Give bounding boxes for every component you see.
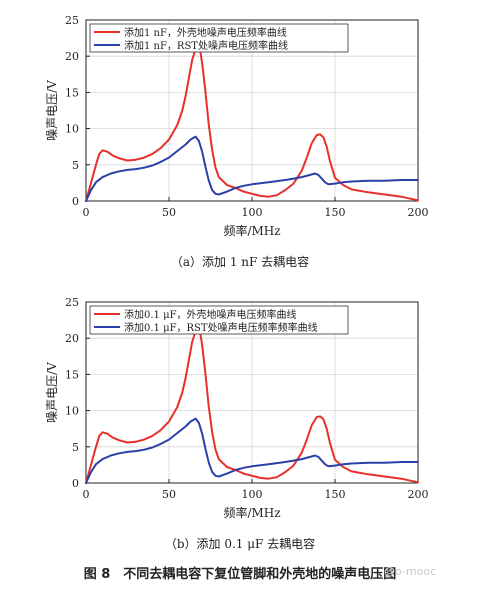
x-tick-label: 50 bbox=[162, 206, 176, 219]
y-tick-label: 10 bbox=[65, 405, 79, 418]
figure-caption: 图 8 不同去耦电容下复位管脚和外壳地的噪声电压图 bbox=[83, 567, 397, 582]
x-axis-label: 频率/MHz bbox=[223, 505, 280, 520]
y-tick-label: 5 bbox=[72, 441, 79, 454]
y-tick-label: 0 bbox=[72, 477, 79, 490]
y-tick-label: 5 bbox=[72, 159, 79, 172]
y-axis-label: 噪声电压/V bbox=[45, 362, 59, 423]
y-tick-label: 10 bbox=[65, 123, 79, 136]
x-tick-label: 200 bbox=[408, 206, 429, 219]
chart-panel-a: 0 50 100 150 200 0 5 10 15 20 25 频率/MHz 噪声电压/V 添加1 nF… bbox=[45, 14, 429, 269]
x-tick-label: 50 bbox=[162, 488, 176, 501]
legend-label: 添加1 nF，外壳地噪声电压频率曲线 bbox=[124, 26, 287, 39]
legend-label: 添加0.1 μF，外壳地噪声电压频率曲线 bbox=[124, 308, 297, 321]
series-line-rst bbox=[85, 417, 419, 484]
watermark: @o-mooc bbox=[384, 565, 437, 578]
x-tick-label: 100 bbox=[242, 206, 263, 219]
x-tick-label: 150 bbox=[325, 488, 346, 501]
y-tick-label: 15 bbox=[65, 86, 79, 99]
y-tick-label: 25 bbox=[65, 296, 79, 309]
y-tick-label: 25 bbox=[65, 14, 79, 27]
y-tick-label: 20 bbox=[65, 50, 79, 63]
legend-box bbox=[89, 305, 349, 335]
series-line-shell-ground bbox=[85, 327, 419, 484]
subcaption: （b）添加 0.1 μF 去耦电容 bbox=[165, 536, 315, 551]
y-tick-label: 15 bbox=[65, 368, 79, 381]
x-tick-label: 0 bbox=[83, 206, 90, 219]
x-tick-label: 200 bbox=[408, 488, 429, 501]
legend-label: 添加0.1 μF，RST处噪声电压频率频率曲线 bbox=[124, 321, 318, 334]
x-axis-label: 频率/MHz bbox=[223, 223, 280, 238]
legend-box bbox=[89, 23, 349, 53]
y-axis-label: 噪声电压/V bbox=[45, 80, 59, 141]
y-tick-label: 0 bbox=[72, 195, 79, 208]
series-line-shell-ground bbox=[85, 44, 419, 202]
x-tick-label: 0 bbox=[83, 488, 90, 501]
x-tick-label: 150 bbox=[325, 206, 346, 219]
subcaption: （a）添加 1 nF 去耦电容 bbox=[171, 254, 309, 269]
y-tick-label: 20 bbox=[65, 332, 79, 345]
x-tick-label: 100 bbox=[242, 488, 263, 501]
legend-label: 添加1 nF，RST处噪声电压频率曲线 bbox=[124, 39, 288, 52]
chart-panel-b: 0 50 100 150 200 0 5 10 15 20 25 频率/MHz 噪声电压/V 添加0.1 … bbox=[45, 296, 429, 551]
series-line-rst bbox=[85, 135, 419, 202]
